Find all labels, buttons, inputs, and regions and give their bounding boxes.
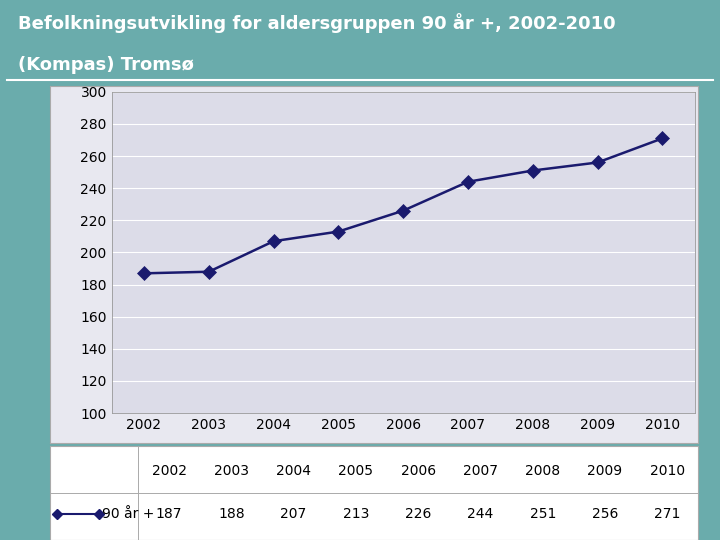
Text: 2007: 2007 <box>463 464 498 478</box>
Text: 90 år +: 90 år + <box>102 508 154 522</box>
Text: 2006: 2006 <box>400 464 436 478</box>
Text: 251: 251 <box>529 508 556 522</box>
Text: 207: 207 <box>281 508 307 522</box>
Text: 2009: 2009 <box>588 464 623 478</box>
Text: (Kompas) Tromsø: (Kompas) Tromsø <box>18 56 194 75</box>
Text: 2002: 2002 <box>151 464 186 478</box>
Text: 187: 187 <box>156 508 182 522</box>
Text: 188: 188 <box>218 508 245 522</box>
Text: 271: 271 <box>654 508 680 522</box>
Text: 2003: 2003 <box>214 464 249 478</box>
Text: 2010: 2010 <box>649 464 685 478</box>
Text: 256: 256 <box>592 508 618 522</box>
Text: 213: 213 <box>343 508 369 522</box>
Text: Befolkningsutvikling for aldersgruppen 90 år +, 2002-2010: Befolkningsutvikling for aldersgruppen 9… <box>18 14 616 33</box>
Text: 244: 244 <box>467 508 493 522</box>
Text: 2008: 2008 <box>525 464 560 478</box>
FancyBboxPatch shape <box>50 446 698 540</box>
Text: 2004: 2004 <box>276 464 311 478</box>
Text: 2005: 2005 <box>338 464 374 478</box>
Text: 226: 226 <box>405 508 431 522</box>
